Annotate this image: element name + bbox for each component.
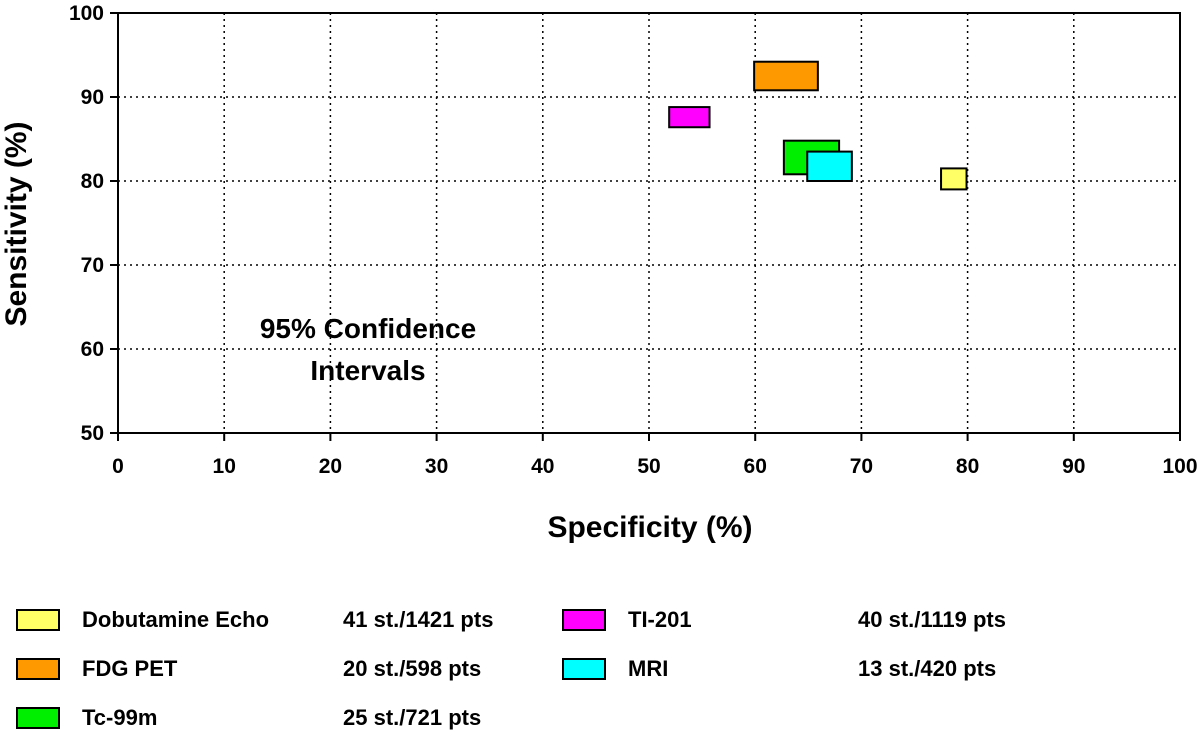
x-tick-label: 30: [425, 455, 448, 478]
grid-lines: [118, 13, 1180, 433]
legend-label: Dobutamine Echo: [82, 607, 270, 632]
legend-studies: 40 st./1119 pts: [858, 607, 1006, 632]
x-tick-label: 90: [1062, 455, 1085, 478]
confidence-boxes: [668, 60, 968, 191]
legend-swatch: [16, 658, 60, 680]
x-tick-label: 40: [531, 455, 554, 478]
ci-box-mri: [806, 150, 853, 183]
x-tick-label: 60: [744, 455, 767, 478]
legend-studies: 20 st./598 pts: [343, 656, 482, 681]
legend-item-ti-201: TI-201: [562, 606, 692, 634]
legend-swatch: [562, 609, 606, 631]
legend-swatch: [16, 707, 60, 729]
annotation-line-2: Intervals: [310, 355, 425, 386]
annotation-line-1: 95% Confidence: [260, 313, 476, 344]
legend-item-fdg-pet: FDG PET: [16, 655, 177, 683]
y-tick-label: 90: [81, 86, 104, 109]
legend-label: FDG PET: [82, 656, 178, 681]
legend-label: TI-201: [628, 607, 692, 632]
ci-box-fdg-pet: [753, 60, 819, 92]
legend-item-tc-99m: Tc-99m: [16, 704, 157, 732]
x-tick-label: 70: [850, 455, 873, 478]
legend-label: MRI: [628, 656, 669, 681]
x-tick-label: 50: [637, 455, 660, 478]
x-tick-label: 10: [213, 455, 236, 478]
legend-item-dobutamine-echo: Dobutamine Echo: [16, 606, 269, 634]
y-tick-label: 100: [69, 2, 104, 25]
ci-box-dobutamine-echo: [940, 167, 968, 191]
legend-label: Tc-99m: [82, 705, 158, 730]
x-tick-label: 0: [112, 455, 124, 478]
y-tick-label: 80: [81, 170, 104, 193]
legend-studies: 41 st./1421 pts: [343, 607, 494, 632]
ci-box-ti-201: [668, 106, 711, 129]
x-axis-label: Specificity (%): [547, 511, 752, 544]
legend: Dobutamine Echo 41 st./1421 pts FDG PET …: [0, 598, 1200, 735]
legend-swatch: [16, 609, 60, 631]
axes: [110, 12, 1181, 441]
legend-studies: 13 st./420 pts: [858, 656, 997, 681]
y-axis-label: Sensitivity (%): [0, 121, 33, 326]
x-tick-label: 80: [956, 455, 979, 478]
y-tick-label: 50: [81, 422, 104, 445]
y-tick-label: 70: [81, 254, 104, 277]
y-tick-label: 60: [81, 338, 104, 361]
legend-item-mri: MRI: [562, 655, 668, 683]
legend-studies: 25 st./721 pts: [343, 705, 482, 730]
x-tick-label: 20: [319, 455, 342, 478]
tick-labels: 0 10 20 30 40 50 60 70 80 90 100 50 60 70 80 90 100: [69, 2, 1198, 478]
x-tick-label: 100: [1162, 455, 1197, 478]
legend-swatch: [562, 658, 606, 680]
chart: 0 10 20 30 40 50 60 70 80 90 100 50 60 70 80 90 100 Spec…: [0, 2, 1198, 544]
